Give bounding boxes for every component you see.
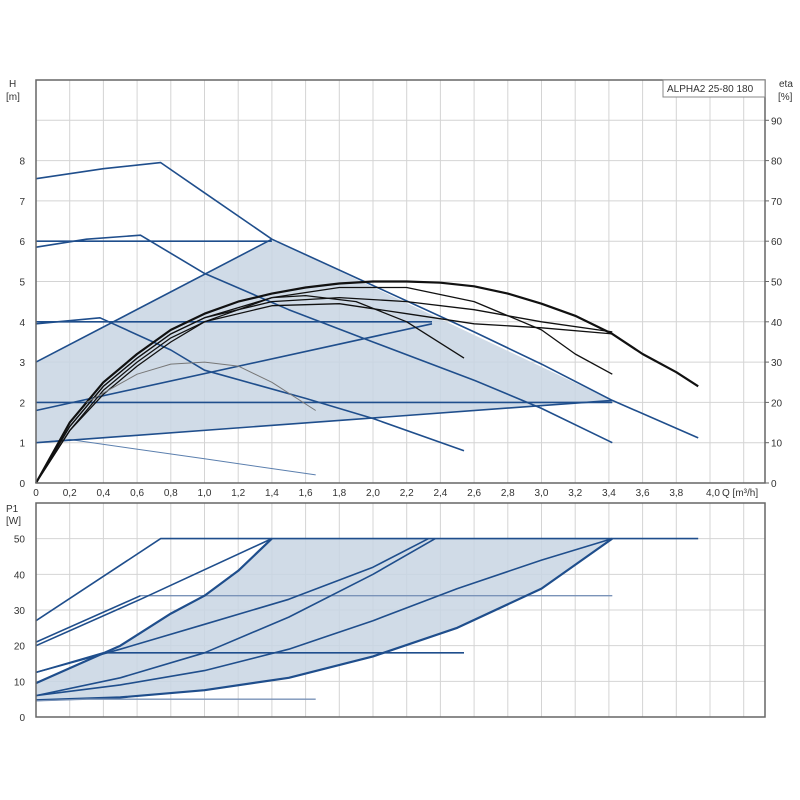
power-max — [35, 537, 699, 622]
y-axis-unit-m: [m] — [6, 92, 20, 103]
axis-labels: H [m] eta [%] Q [m³/h] P1 [W] ALPHA2 25-… — [6, 79, 793, 527]
x-tick-label: 1,0 — [198, 488, 212, 499]
y-tick-label: 5 — [19, 278, 25, 289]
speed-curve-2 — [35, 234, 613, 444]
efficiency-5 — [35, 294, 465, 484]
x-tick-label: 3,2 — [568, 488, 582, 499]
x-tick-label: 4,0 — [706, 488, 720, 499]
chart-title: ALPHA2 25-80 180 — [667, 84, 754, 95]
y-tick-label: 7 — [19, 197, 25, 208]
x-tick-label: 0 — [33, 488, 39, 499]
x-tick-label: 1,4 — [265, 488, 279, 499]
power-tick-label: 10 — [14, 677, 26, 688]
power-plot-frame — [35, 502, 766, 718]
y2-tick-label: 90 — [771, 116, 783, 127]
head-plot-frame — [35, 79, 766, 484]
power-min — [35, 698, 316, 702]
y2-tick-label: 60 — [771, 237, 783, 248]
proportional-pressure-low — [35, 399, 613, 444]
power-constant-mid — [35, 537, 436, 697]
y2-tick-label: 50 — [771, 278, 783, 289]
efficiency-min — [86, 361, 316, 411]
y-axis-label-h: H — [9, 79, 16, 90]
y2-tick-label: 80 — [771, 157, 783, 168]
power-proportional-high — [35, 537, 273, 647]
x-tick-label: 1,2 — [231, 488, 245, 499]
x-tick-label: 0,4 — [96, 488, 110, 499]
power-curve-2 — [35, 594, 141, 643]
y2-tick-label: 20 — [771, 398, 783, 409]
x-tick-label: 0,8 — [164, 488, 178, 499]
x-axis-label-q: Q [m³/h] — [722, 488, 758, 499]
speed-curve-max — [35, 161, 699, 439]
y-tick-label: 6 — [19, 237, 25, 248]
y2-tick-label: 0 — [771, 479, 777, 490]
title-box — [662, 79, 766, 98]
power-tick-label: 40 — [14, 570, 26, 581]
power-constant-high — [35, 537, 273, 685]
x-tick-label: 1,8 — [332, 488, 346, 499]
power-tick-label: 0 — [19, 713, 25, 724]
power-curves — [35, 537, 699, 702]
operating-range-area — [36, 239, 613, 443]
x-tick-label: 0,6 — [130, 488, 144, 499]
speed-curve-min — [35, 439, 316, 476]
x-tick-label: 2,8 — [501, 488, 515, 499]
y-tick-label: 1 — [19, 439, 25, 450]
efficiency-4 — [35, 303, 613, 484]
x-tick-label: 3,8 — [669, 488, 683, 499]
efficiency-max — [35, 280, 699, 484]
x-tick-label: 0,2 — [63, 488, 77, 499]
y-tick-label: 3 — [19, 358, 25, 369]
y2-tick-label: 10 — [771, 439, 783, 450]
y2-axis-label-eta: eta — [779, 79, 793, 90]
y-tick-label: 8 — [19, 157, 25, 168]
y2-tick-label: 70 — [771, 197, 783, 208]
x-tick-label: 3,6 — [636, 488, 650, 499]
x-tick-label: 3,4 — [602, 488, 616, 499]
power-tick-label: 20 — [14, 642, 26, 653]
x-tick-label: 2,4 — [433, 488, 447, 499]
proportional-pressure-high — [35, 238, 273, 363]
y-tick-label: 2 — [19, 398, 25, 409]
y2-tick-label: 40 — [771, 318, 783, 329]
power-tick-label: 50 — [14, 535, 26, 546]
power-proportional-low — [35, 537, 613, 697]
x-tick-label: 2,0 — [366, 488, 380, 499]
y2-axis-unit-percent: [%] — [778, 92, 793, 103]
x-tick-label: 2,6 — [467, 488, 481, 499]
x-tick-label: 1,6 — [299, 488, 313, 499]
x-tick-label: 3,0 — [535, 488, 549, 499]
power-axis-label: P1 — [6, 504, 19, 515]
y-tick-label: 0 — [19, 479, 25, 490]
power-tick-label: 30 — [14, 606, 26, 617]
y-tick-label: 4 — [19, 318, 25, 329]
power-constant-low — [35, 537, 613, 702]
x-tick-label: 2,2 — [400, 488, 414, 499]
head-curves — [35, 161, 699, 484]
y2-tick-label: 30 — [771, 358, 783, 369]
power-axis-unit: [W] — [6, 516, 21, 527]
